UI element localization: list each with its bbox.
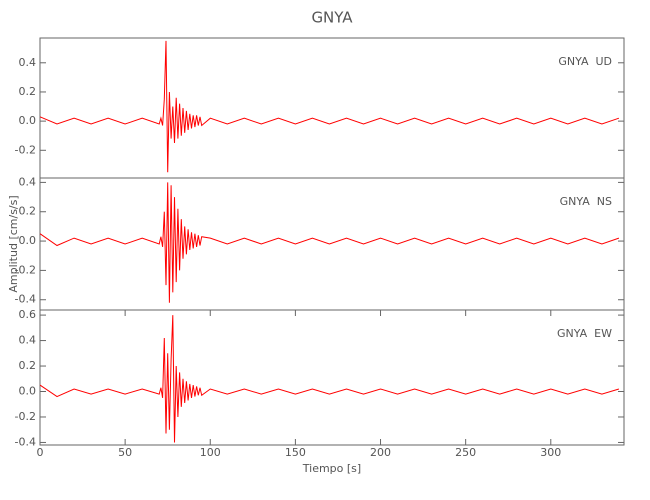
y-axis-label: Amplitud [cm/s/s] <box>7 195 20 292</box>
trace-label: GNYA UD <box>558 55 612 68</box>
trace-label: GNYA NS <box>560 195 612 208</box>
plot-frame <box>39 309 625 446</box>
y-tick-label: 0.0 <box>19 234 37 247</box>
plot-frame <box>39 177 625 311</box>
x-tick-label: 0 <box>37 446 44 459</box>
waveform <box>39 315 620 443</box>
y-tick-label: 0.2 <box>19 85 37 98</box>
y-tick-label: -0.4 <box>15 435 36 448</box>
y-tick-label: -0.2 <box>15 410 36 423</box>
y-tick-label: 0.0 <box>19 385 37 398</box>
trace-label: GNYA EW <box>557 327 612 340</box>
x-tick-label: 300 <box>540 446 561 459</box>
waveform <box>39 182 620 303</box>
y-tick-label: 0.0 <box>19 114 37 127</box>
x-tick-label: 200 <box>370 446 391 459</box>
y-tick-label: -0.4 <box>15 293 36 306</box>
x-tick-label: 100 <box>200 446 221 459</box>
y-tick-label: 0.2 <box>19 205 37 218</box>
waveform <box>39 40 620 173</box>
y-tick-label: 0.4 <box>19 56 37 69</box>
x-tick-label: 150 <box>285 446 306 459</box>
y-tick-label: -0.2 <box>15 263 36 276</box>
y-tick-label: 0.6 <box>19 308 37 321</box>
y-tick-label: 0.4 <box>19 175 37 188</box>
chart-title: GNYA <box>311 9 353 27</box>
y-tick-label: -0.2 <box>15 143 36 156</box>
plot-frame <box>39 37 625 179</box>
y-tick-label: 0.4 <box>19 334 37 347</box>
x-tick-label: 50 <box>118 446 132 459</box>
y-tick-label: 0.2 <box>19 359 37 372</box>
x-axis-label: Tiempo [s] <box>302 462 361 475</box>
x-tick-label: 250 <box>455 446 476 459</box>
